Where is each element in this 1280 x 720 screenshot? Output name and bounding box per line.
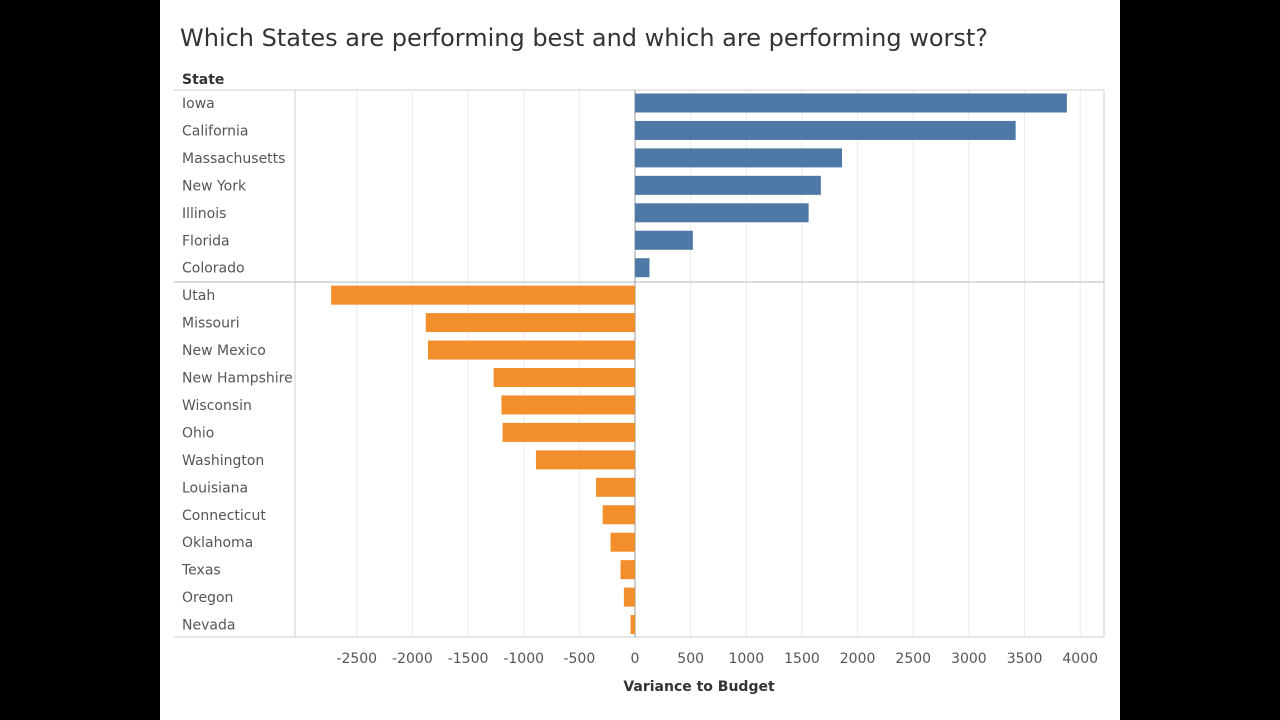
bar[interactable] [427, 340, 635, 360]
row-label: Florida [182, 233, 230, 249]
bar[interactable] [501, 395, 635, 415]
bar[interactable] [493, 368, 635, 387]
x-tick-label: 0 [631, 651, 640, 667]
x-tick-label: -500 [563, 651, 595, 667]
row-label: Colorado [182, 261, 245, 277]
row-label: New Hampshire [182, 371, 293, 387]
row-label: Connecticut [182, 508, 266, 524]
row-label: California [182, 123, 248, 139]
bar[interactable] [623, 587, 635, 607]
chart-title: Which States are performing best and whi… [180, 24, 989, 52]
bar[interactable] [425, 313, 635, 333]
x-tick-label: -1000 [503, 651, 544, 667]
bar[interactable] [331, 285, 635, 305]
bar[interactable] [635, 120, 1016, 140]
bar[interactable] [535, 450, 635, 470]
x-tick-label: 1500 [784, 651, 820, 667]
row-label: Nevada [182, 618, 235, 634]
row-label: Illinois [182, 206, 226, 222]
row-label: Louisiana [182, 480, 248, 496]
column-header-state: State [182, 72, 224, 88]
x-tick-label: -1500 [448, 651, 489, 667]
row-label: New York [182, 178, 247, 194]
bar[interactable] [620, 560, 635, 580]
x-tick-label: 1000 [728, 651, 764, 667]
chart-page: Which States are performing best and whi… [160, 0, 1120, 720]
x-tick-label: 3500 [1007, 651, 1043, 667]
x-tick-label: 2000 [840, 651, 876, 667]
bar[interactable] [635, 203, 809, 223]
bar[interactable] [635, 93, 1067, 113]
bar[interactable] [635, 258, 650, 278]
x-tick-label: -2000 [392, 651, 433, 667]
x-tick-label: 3000 [951, 651, 987, 667]
row-label: Iowa [182, 96, 215, 112]
bar[interactable] [635, 230, 693, 250]
row-label: Wisconsin [182, 398, 252, 414]
x-tick-label: -2500 [336, 651, 377, 667]
row-label: Oregon [182, 590, 233, 606]
x-tick-label: 500 [677, 651, 704, 667]
row-label: Washington [182, 453, 264, 469]
x-axis-title: Variance to Budget [623, 679, 775, 695]
row-label: Ohio [182, 425, 214, 441]
bar[interactable] [630, 615, 635, 635]
row-label: Missouri [182, 316, 240, 332]
bar[interactable] [596, 477, 635, 497]
row-label: New Mexico [182, 343, 266, 359]
bar[interactable] [635, 148, 843, 168]
row-label: Massachusetts [182, 151, 285, 167]
row-label: Utah [182, 288, 215, 304]
x-tick-label: 4000 [1062, 651, 1098, 667]
bar-chart: State Iowa California Massachusetts New York… [174, 72, 1105, 695]
bar[interactable] [502, 422, 635, 442]
row-label: Texas [181, 563, 221, 579]
row-label: Oklahoma [182, 535, 253, 551]
bar[interactable] [610, 532, 635, 552]
x-tick-label: 2500 [895, 651, 931, 667]
bar[interactable] [602, 505, 635, 525]
bar[interactable] [635, 175, 821, 195]
